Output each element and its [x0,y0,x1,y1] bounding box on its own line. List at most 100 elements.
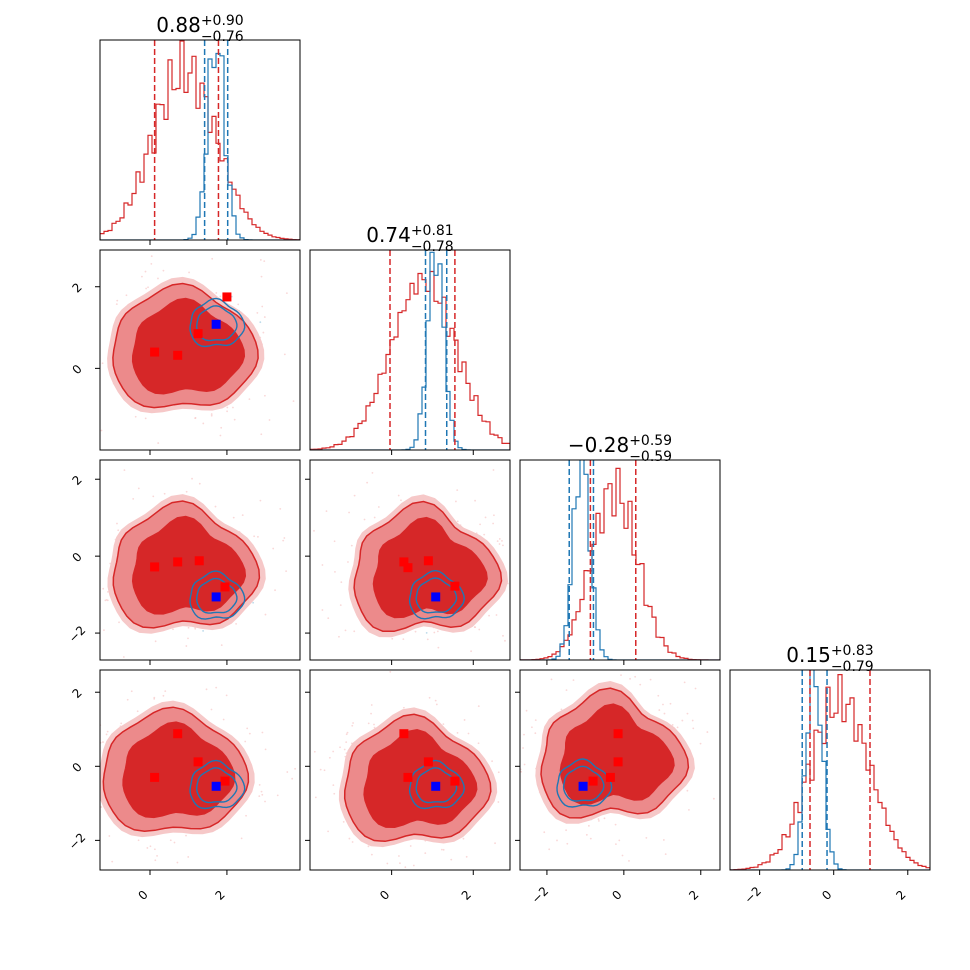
sample-point-red [534,719,537,722]
sample-point-red [244,740,247,743]
sample-point-red [220,426,223,429]
sample-point-red [261,305,264,308]
sample-point-red [304,605,306,607]
sample-point-red [194,417,197,420]
sample-point-red [260,790,263,793]
sample-point-red [353,494,356,497]
sample-point-red [398,855,400,857]
sample-point-red [512,572,514,574]
sample-point-red [589,837,592,840]
sample-point-red [313,529,315,532]
sample-point-red [694,687,697,690]
sample-point-red [691,719,694,722]
y-tick-label: 2 [70,686,85,701]
sample-point-red [327,830,330,833]
sample-point-red [94,742,96,744]
sample-point-red [141,275,143,278]
sample-point-red [261,793,264,796]
sample-point-red [628,860,630,862]
sample-point-red [338,635,340,638]
contour-frame [309,669,511,871]
sample-point-red [662,839,665,841]
marker-red [220,582,230,592]
sample-point-red [103,629,105,632]
sample-point-red [683,681,686,684]
sample-point-red [459,681,461,683]
sample-point-red [699,742,702,745]
sample-point-red [433,631,436,634]
sample-point-red [97,292,99,294]
marker-red [403,772,413,782]
sample-point-red [357,364,359,366]
contour-panel-3-2: −2 0 2 [512,669,721,906]
sample-point-red [523,763,526,766]
contour-panel-3-0: 0 2 −2 0 2 [66,669,301,903]
marker-red [403,563,413,573]
sample-point-red [639,683,642,686]
y-tick-label: −2 [66,623,88,645]
sample-point-red [620,674,622,676]
hist-frame [729,669,931,871]
sample-point-red [351,841,354,843]
sample-point-red [706,731,709,733]
sample-point-red [188,271,190,274]
sample-point-red [351,724,354,727]
marker-blue [211,592,221,602]
contour-blue-outer [189,759,246,810]
sample-point-red [79,812,81,814]
x-tick-label: −2 [529,884,551,906]
contour-frame [99,669,301,871]
sample-point-red [219,295,222,298]
sample-point-red [210,413,213,415]
sample-point-red [497,801,500,803]
sample-point-red [150,262,153,265]
sample-point-red [158,475,160,477]
contour-panel-2-1 [305,459,514,683]
sample-point-red [156,855,158,857]
sample-point-red [263,316,266,318]
sample-point-red [377,506,380,508]
sample-point-red [520,770,523,773]
title-lower: −0.76 [201,29,244,45]
histogram-red [100,40,300,240]
x-tick-label: 2 [212,888,227,903]
x-tick-label: 0 [609,888,624,903]
sample-point-red [211,257,214,260]
sample-point-red [347,561,349,563]
contour-body [80,255,359,477]
sample-point-red [210,414,213,417]
hist-body [730,670,930,870]
sample-point-red [321,564,324,566]
marker-blue [211,319,221,329]
sample-point-red [634,675,637,678]
contour-body [102,469,306,658]
sample-point-red [463,719,466,721]
sample-point-red [531,735,533,737]
sample-point-red [232,406,234,409]
sample-point-red [332,784,335,787]
contour-blue-outer [556,758,613,808]
sample-point-red [353,630,356,633]
sample-point-red [118,621,120,624]
sample-point-red [370,712,372,715]
sample-point-red [456,731,459,734]
sample-point-red [423,885,425,887]
sample-point-red [649,678,652,681]
sample-point-red [327,617,330,620]
sample-point-red [512,774,514,776]
sample-point-red [428,696,431,699]
marker-red [150,562,160,572]
sample-point-red [283,537,286,539]
sample-point-red [163,492,166,495]
sample-point-red [222,718,225,721]
hist-panel-2: −0.28+0.59−0.59 [519,433,721,665]
y-tick-label: −2 [66,830,88,852]
sample-point-red [187,626,190,629]
sample-point-red [157,277,159,280]
sample-point-red [210,708,213,711]
sample-point-red [225,694,228,697]
sample-point-red [80,363,82,365]
sample-point-red [116,299,119,302]
sample-point-red [115,303,118,306]
marker-red [173,350,183,360]
